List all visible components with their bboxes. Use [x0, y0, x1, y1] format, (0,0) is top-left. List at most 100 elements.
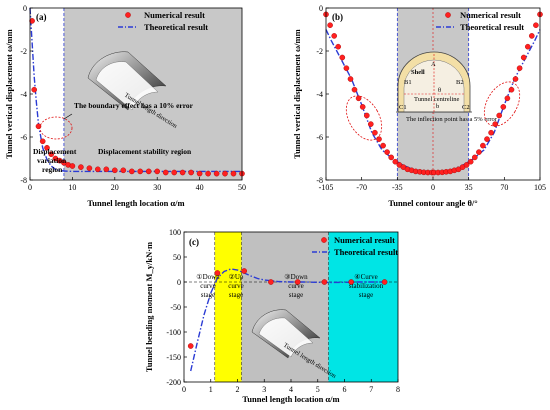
numerical-point-b	[488, 129, 494, 136]
numerical-point-a	[179, 169, 186, 176]
stage2-line1: ②Up	[229, 273, 244, 281]
y-tick-label-b: -4	[316, 90, 323, 99]
x-axis-label-b: Tunnel contour angle θ/°	[388, 198, 477, 208]
numerical-point-c	[381, 279, 388, 285]
cross-section-inset-b	[396, 51, 472, 114]
y-axis-label-a: Tunnel vertical displacement ω/mm	[4, 29, 14, 158]
x-tick-label-b: -35	[392, 183, 403, 192]
numerical-point-b	[359, 104, 366, 110]
numerical-point-b	[331, 33, 338, 39]
x-axis-label-a: Tunnel length location α/m	[87, 198, 184, 208]
numerical-point-a	[145, 168, 152, 175]
point-label-c1: C1	[399, 104, 407, 111]
point-label-b1: B1	[404, 79, 412, 86]
panel-label-b: (b)	[332, 12, 343, 22]
error-ellipse-a	[39, 116, 73, 140]
numerical-point-b	[335, 43, 342, 50]
numerical-point-c	[294, 279, 301, 285]
point-label-b2: B2	[456, 79, 464, 86]
x-tick-label-a: 20	[111, 183, 119, 192]
numerical-point-b	[363, 112, 370, 119]
numerical-point-a	[31, 86, 38, 93]
x-tick-label-a: 50	[238, 183, 246, 192]
numerical-point-b	[380, 142, 386, 149]
numerical-point-a	[120, 167, 127, 174]
error-ellipse-left-b	[345, 95, 383, 141]
numerical-point-a	[171, 169, 177, 176]
stage4-line1: ④Curve	[354, 273, 377, 281]
point-label-a: A	[431, 61, 436, 68]
x-tick-label-a: 40	[196, 183, 204, 192]
numerical-point-b	[351, 86, 358, 93]
y-tick-label-c: 100	[169, 228, 181, 237]
numerical-point-b	[367, 121, 374, 127]
numerical-point-a	[48, 151, 55, 157]
stage1-line2: curve	[200, 282, 216, 290]
x-tick-label-c: 2	[236, 385, 240, 394]
numerical-point-b	[376, 136, 382, 142]
stage-band-3	[241, 232, 329, 382]
panel-b: (b) Numerical result Theoretical result …	[292, 4, 546, 208]
numerical-point-b	[504, 95, 511, 102]
numerical-point-b	[480, 142, 486, 149]
annotation-arrow-a	[63, 113, 73, 120]
stage3-line3: stage	[289, 291, 303, 299]
centreline-label-b: Tunnel centreline	[414, 96, 460, 103]
stage2-line3: stage	[229, 291, 243, 299]
legend-label-theoretical-a: Theoretical result	[144, 22, 208, 32]
y-tick-label-a: -6	[20, 133, 27, 142]
y-tick-label-a: -4	[20, 90, 27, 99]
numerical-point-a	[162, 169, 169, 176]
numerical-point-a	[230, 170, 237, 177]
y-tick-label-c: -150	[166, 353, 181, 362]
numerical-point-b	[529, 33, 535, 39]
numerical-point-a	[44, 144, 50, 151]
numerical-point-b	[512, 76, 519, 82]
tunnel-illustration-c	[251, 309, 321, 359]
legend-label-numerical-c: Numerical result	[334, 235, 395, 245]
theoretical-line-c	[190, 268, 385, 372]
legend-label-theoretical-b: Theoretical result	[460, 22, 524, 32]
stability-shade-a	[63, 8, 242, 180]
numerical-point-a	[196, 170, 203, 177]
stage2-line2: curve	[228, 282, 244, 290]
numerical-point-c	[187, 343, 194, 349]
x-tick-label-a: 0	[28, 183, 32, 192]
numerical-point-b	[492, 121, 499, 127]
x-tick-label-b: -70	[356, 183, 367, 192]
stage-band-4	[328, 232, 398, 382]
numerical-point-b	[327, 22, 333, 29]
point-label-c2: C2	[462, 104, 470, 111]
panel-c: (c) Numerical result Theoretical result …	[144, 228, 400, 404]
tunnel-illustration-a	[87, 51, 167, 111]
numerical-point-b	[533, 22, 539, 29]
numerical-point-b	[467, 158, 474, 165]
numerical-point-b	[384, 149, 390, 155]
numerical-point-a	[86, 165, 93, 171]
y-tick-label-b: -8	[316, 176, 323, 185]
y-tick-label-c: -100	[166, 328, 181, 337]
y-axis-label-b: Tunnel vertical displacement ω/mm	[292, 29, 302, 158]
y-axis-label-c: Tunnel bending moment M_y/kN·m	[144, 242, 154, 372]
shell-label-b: Shell	[411, 69, 425, 76]
numerical-point-b	[392, 158, 399, 165]
numerical-point-a	[29, 18, 35, 24]
x-tick-label-b: 105	[534, 183, 546, 192]
numerical-point-b	[496, 112, 503, 119]
boundary-annotation-a: The boundary effect has a 10% error	[74, 101, 194, 110]
error-ellipse-right-b	[483, 81, 521, 127]
numerical-point-b	[372, 129, 378, 136]
numerical-point-a	[103, 166, 110, 173]
numerical-point-b	[516, 65, 523, 71]
numerical-point-b	[508, 86, 515, 93]
numerical-point-c	[241, 268, 247, 274]
y-tick-label-b: 0	[319, 4, 323, 13]
panel-a: (a) Numerical result Theoretical result …	[4, 4, 246, 208]
y-tick-label-a: -2	[20, 47, 27, 56]
y-tick-label-c: -50	[170, 303, 181, 312]
stage1-line1: ①Down	[196, 273, 220, 281]
numerical-point-c	[268, 279, 274, 285]
numerical-point-a	[222, 170, 228, 177]
panel-label-a: (a)	[36, 12, 47, 22]
